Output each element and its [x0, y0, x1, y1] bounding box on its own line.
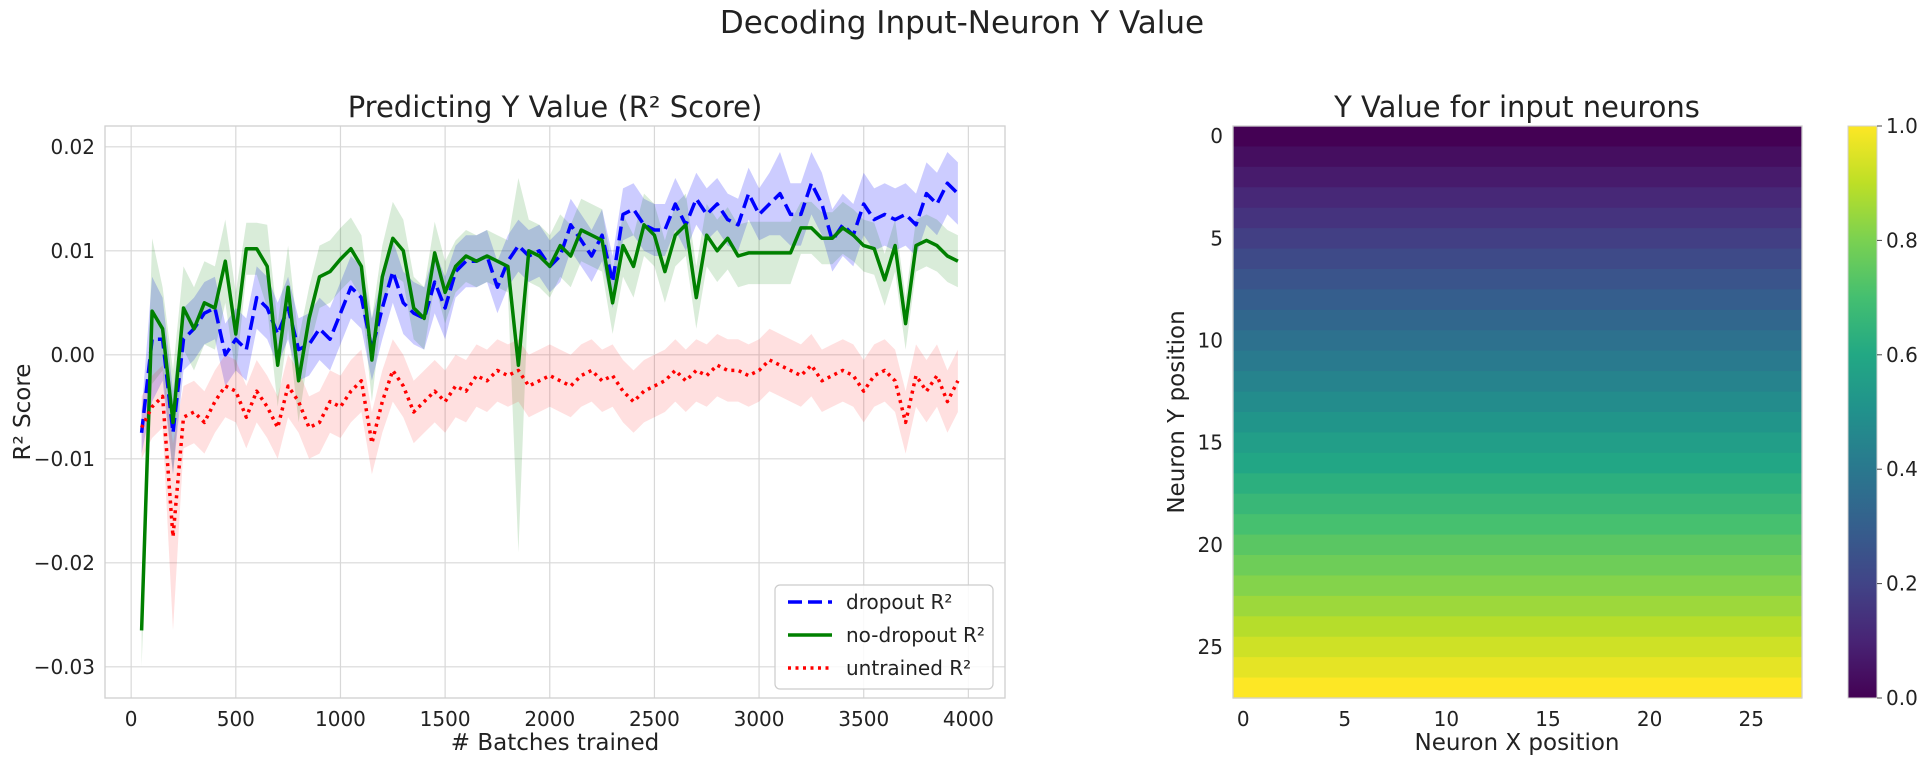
heatmap-row-8: [1233, 289, 1802, 311]
heatmap-row-3: [1233, 187, 1802, 209]
heatmap-row-18: [1233, 493, 1802, 515]
heatmap-row-25: [1233, 636, 1802, 658]
x-tick-label: 500: [217, 707, 255, 731]
y-axis-label: R² Score: [10, 364, 36, 461]
heatmap-y-tick-label: 10: [1198, 329, 1223, 353]
x-tick-label: 3500: [838, 707, 889, 731]
line-chart-title: Predicting Y Value (R² Score): [348, 90, 763, 124]
colorbar-tick-label: 0.2: [1886, 572, 1918, 596]
heatmap-row-24: [1233, 616, 1802, 638]
heatmap-row-15: [1233, 432, 1802, 454]
colorbar-tick-label: 1.0: [1886, 114, 1918, 138]
legend-label-untrained: untrained R²: [846, 656, 971, 680]
colorbar-tick-label: 0.4: [1886, 457, 1918, 481]
heatmap-x-tick-labels: 0 5 10 15 20 25: [1237, 707, 1764, 731]
heatmap-row-22: [1233, 575, 1802, 597]
heatmap-row-20: [1233, 534, 1802, 556]
heatmap-row-17: [1233, 473, 1802, 495]
heatmap-y-tick-label: 15: [1198, 431, 1223, 455]
heatmap-y-tick-label: 5: [1210, 226, 1223, 250]
heatmap-row-21: [1233, 555, 1802, 577]
line-chart-grid: [105, 126, 1005, 698]
heatmap-row-19: [1233, 514, 1802, 536]
heatmap-row-14: [1233, 412, 1802, 434]
heatmap-row-13: [1233, 391, 1802, 413]
series-line-1: [139, 223, 959, 631]
colorbar-gradient: [1847, 125, 1878, 699]
heatmap-x-tick-label: 20: [1637, 707, 1662, 731]
colorbar: 0.0 0.2 0.4 0.6 0.8 1.0: [1847, 114, 1918, 710]
heatmap-x-tick-label: 15: [1535, 707, 1560, 731]
heatmap-row-27: [1233, 677, 1802, 699]
x-tick-label: 3000: [734, 707, 785, 731]
y-tick-label: 0.01: [50, 239, 95, 263]
heatmap-row-16: [1233, 452, 1802, 474]
heatmap-row-26: [1233, 657, 1802, 679]
heatmap-row-1: [1233, 146, 1802, 168]
heatmap-x-tick-label: 0: [1237, 707, 1250, 731]
confidence-bands: [141, 152, 958, 667]
colorbar-tick-label: 0.6: [1886, 343, 1918, 367]
x-tick-label: 1000: [315, 707, 366, 731]
x-tick-label: 4000: [943, 707, 994, 731]
heatmap-row-2: [1233, 166, 1802, 188]
heatmap-row-0: [1233, 126, 1802, 148]
legend: dropout R² no-dropout R² untrained R²: [774, 584, 994, 690]
x-tick-label: 1500: [420, 707, 471, 731]
heatmap-row-7: [1233, 269, 1802, 291]
y-tick-label: 0.00: [50, 343, 95, 367]
heatmap-row-4: [1233, 207, 1802, 229]
heatmap-row-5: [1233, 228, 1802, 250]
legend-label-no-dropout: no-dropout R²: [846, 623, 985, 647]
heatmap-x-tick-label: 5: [1338, 707, 1351, 731]
x-tick-labels: 0 500 1000 1500 2000 2500 3000 3500 4000: [125, 707, 994, 731]
series-lines: [139, 181, 960, 631]
line-chart-frame: [104, 125, 1006, 699]
legend-box: [774, 584, 994, 690]
y-tick-label: −0.01: [34, 447, 95, 471]
y-tick-label: 0.02: [50, 135, 95, 159]
heatmap-y-tick-label: 0: [1210, 124, 1223, 148]
heatmap-cells: [1233, 126, 1802, 699]
heatmap-row-23: [1233, 595, 1802, 617]
line-chart: Predicting Y Value (R² Score) 0 500 1000 15…: [10, 90, 1006, 756]
heatmap-row-10: [1233, 330, 1802, 352]
x-tick-label: 2500: [629, 707, 680, 731]
heatmap-row-11: [1233, 350, 1802, 372]
heatmap-row-9: [1233, 309, 1802, 331]
heatmap-y-tick-label: 25: [1198, 635, 1223, 659]
heatmap-x-tick-label: 10: [1434, 707, 1459, 731]
y-tick-labels: −0.03 −0.02 −0.01 0.00 0.01 0.02: [34, 135, 95, 679]
heatmap-row-6: [1233, 248, 1802, 270]
figure-title: Decoding Input-Neuron Y Value: [720, 5, 1204, 41]
heatmap-x-tick-label: 25: [1738, 707, 1763, 731]
confidence-band-2: [141, 328, 958, 631]
colorbar-tick-label: 0.8: [1886, 228, 1918, 252]
confidence-band-1: [141, 178, 958, 667]
x-tick-label: 0: [125, 707, 138, 731]
heatmap-chart: Y Value for input neurons 0 5 10 15 20 25 0 5 1…: [1164, 90, 1803, 756]
x-axis-label: # Batches trained: [451, 730, 659, 756]
heatmap-title: Y Value for input neurons: [1333, 90, 1700, 124]
colorbar-tick-labels: 0.0 0.2 0.4 0.6 0.8 1.0: [1877, 114, 1918, 710]
y-tick-label: −0.03: [34, 655, 95, 679]
heatmap-y-axis-label: Neuron Y position: [1164, 310, 1190, 513]
x-tick-label: 2000: [524, 707, 575, 731]
heatmap-frame: [1232, 125, 1803, 699]
heatmap-y-tick-label: 20: [1198, 533, 1223, 557]
legend-label-dropout: dropout R²: [846, 590, 952, 614]
heatmap-row-12: [1233, 371, 1802, 393]
series-line-2: [140, 358, 960, 539]
y-tick-label: −0.02: [34, 551, 95, 575]
heatmap-y-tick-labels: 0 5 10 15 20 25: [1198, 124, 1223, 659]
heatmap-x-axis-label: Neuron X position: [1414, 730, 1619, 756]
colorbar-tick-label: 0.0: [1886, 686, 1918, 710]
